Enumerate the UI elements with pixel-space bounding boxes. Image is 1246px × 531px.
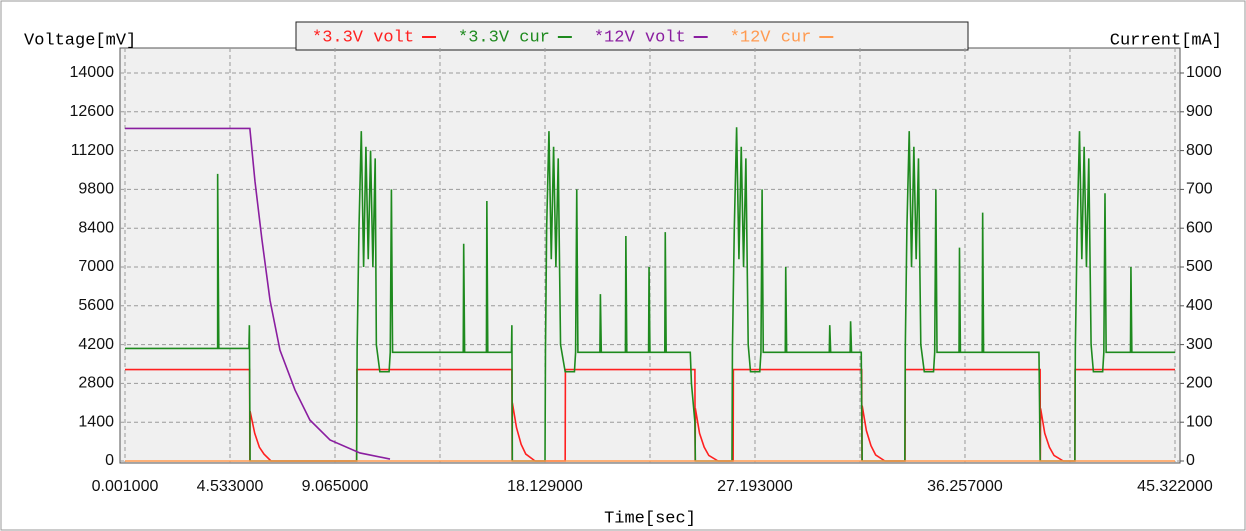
y-tick-label: 2800 <box>78 375 114 392</box>
x-tick-label: 18.129000 <box>507 478 583 495</box>
x-tick-label: 4.533000 <box>197 478 264 495</box>
y2-tick-label: 600 <box>1186 219 1213 236</box>
y2-tick-label: 900 <box>1186 103 1213 120</box>
series-line <box>125 127 1175 462</box>
y-tick-label: 5600 <box>78 297 114 314</box>
y2-axis-label: Current[mA] <box>1110 31 1222 50</box>
series-line <box>125 127 391 460</box>
y-tick-label: 1400 <box>78 413 114 430</box>
x-tick-label: 0.001000 <box>92 478 159 495</box>
y-tick-label: 4200 <box>78 336 114 353</box>
y2-tick-label: 100 <box>1186 413 1213 430</box>
y-tick-label: 7000 <box>78 258 114 275</box>
x-tick-label: 45.322000 <box>1137 478 1213 495</box>
y2-tick-label: 800 <box>1186 142 1213 159</box>
x-tick-label: 9.065000 <box>302 478 369 495</box>
x-axis-label: Time[sec] <box>604 509 696 528</box>
legend-label: *3.3V cur <box>458 28 550 47</box>
y2-tick-label: 200 <box>1186 375 1213 392</box>
y-tick-label: 0 <box>105 452 114 469</box>
y-tick-label: 12600 <box>70 103 115 120</box>
y2-tick-label: 0 <box>1186 452 1195 469</box>
y-axis-label: Voltage[mV] <box>24 31 136 50</box>
y-tick-label: 8400 <box>78 219 114 236</box>
legend-label: *12V cur <box>730 28 812 47</box>
legend-box <box>295 21 969 51</box>
y-tick-label: 9800 <box>78 181 114 198</box>
y2-tick-label: 300 <box>1186 336 1213 353</box>
y-tick-label: 14000 <box>70 64 115 81</box>
y2-tick-label: 500 <box>1186 258 1213 275</box>
y2-tick-label: 1000 <box>1186 64 1222 81</box>
y2-tick-label: 700 <box>1186 181 1213 198</box>
x-tick-label: 27.193000 <box>717 478 793 495</box>
legend-label: *12V volt <box>594 28 686 47</box>
legend-label: *3.3V volt <box>312 28 414 47</box>
y-tick-label: 11200 <box>71 142 114 159</box>
y2-tick-label: 400 <box>1186 297 1213 314</box>
x-tick-label: 36.257000 <box>927 478 1003 495</box>
